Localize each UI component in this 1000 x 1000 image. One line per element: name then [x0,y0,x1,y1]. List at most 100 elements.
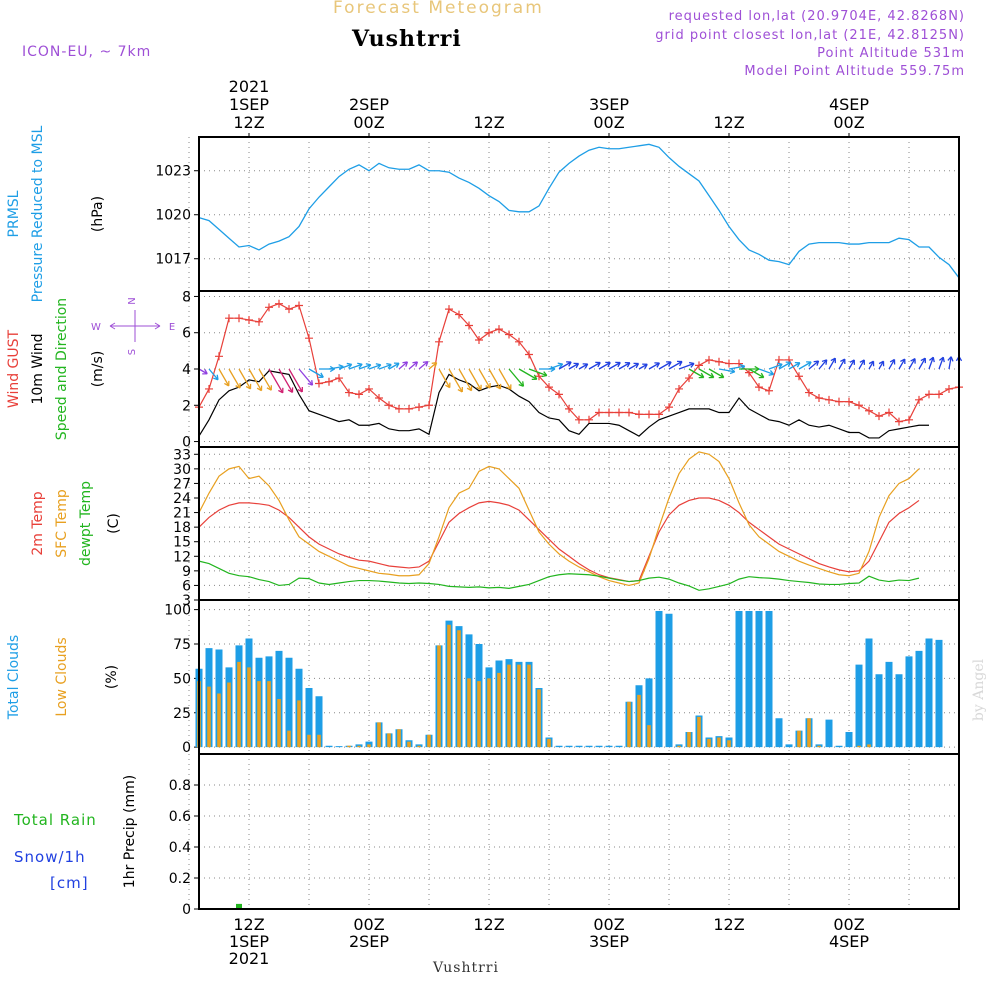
wind-arrow-head [375,363,382,370]
wind-direction-arrow [278,368,294,393]
time-label-top: 1SEP [229,95,269,114]
wind-direction-arrow [218,368,230,387]
total-cloud-bar [655,611,663,748]
gust-marker [235,314,243,323]
gust-marker [505,330,513,339]
credit-watermark: by Angel [971,658,987,721]
temperature-line-2m-temp [198,497,920,583]
wind-direction-arrow [608,361,621,370]
y-tick-label: 50 [173,671,191,687]
y-axis-label: SFC Temp [54,489,70,558]
wind-direction-arrow [568,362,579,370]
low-cloud-bar [817,745,821,748]
wind-direction-arrow [918,357,926,370]
wind-direction-arrow [758,368,774,375]
wind-arrow-head [900,358,906,365]
time-label-top: 3SEP [589,95,629,114]
gust-marker [275,299,283,308]
gust-marker [805,388,813,397]
gust-marker [535,372,543,381]
low-cloud-bar [367,744,371,748]
time-label-bottom: 00Z [593,915,624,934]
wind-arrow-head [365,363,372,370]
total-cloud-bar [595,745,603,748]
wind-arrow-head [357,362,363,369]
wind-arrow-head [708,372,715,379]
y-tick-label: 100 [164,603,191,619]
gust-marker [775,355,783,364]
y-tick-label: 3 [182,593,191,609]
low-cloud-bar [547,738,551,748]
gust-marker [705,355,713,364]
wind-speed-line [198,370,929,439]
wind-direction-arrow [858,359,865,370]
y-tick-label: 2 [182,398,191,414]
time-label-top: 00Z [353,113,384,132]
y-axis-label: 2m Temp [30,491,46,555]
total-cloud-bar [915,650,923,748]
total-cloud-bar [855,664,863,748]
low-cloud-bar [397,729,401,748]
gust-marker [245,316,253,325]
wind-direction-arrow [368,364,381,370]
wind-direction-arrow [258,368,272,391]
y-axis-label: 1hr Precip (mm) [122,775,138,888]
gust-marker [415,403,423,412]
total-cloud-bar [755,611,763,748]
low-cloud-bar [677,745,681,748]
wind-arrow-head [266,385,272,391]
wind-direction-arrow [498,368,512,390]
wind-direction-arrow [888,359,896,370]
wind-direction-arrow [428,362,438,370]
y-tick-label: 15 [173,535,191,551]
wind-arrow-head [256,385,263,392]
wind-direction-arrow [438,368,451,388]
wind-direction-arrow [208,368,219,381]
time-label-bottom: 12Z [233,915,264,934]
y-axis-label: Wind GUST [6,329,22,408]
wind-direction-arrow [378,363,392,370]
y-tick-label: 0.4 [169,840,191,856]
snow-unit: [cm] [50,874,89,892]
low-cloud-bar [527,664,531,748]
wind-arrow-head [624,362,631,368]
y-tick-label: 0 [182,740,191,756]
wind-direction-arrow [648,362,660,370]
y-tick-label: 24 [173,491,191,507]
temperature-line-sfc-temp [198,451,920,587]
time-label-top: 2021 [229,77,270,96]
gust-marker [915,395,923,404]
gust-marker [675,384,683,393]
wind-arrow-head [346,362,353,369]
y-axis-label: Speed and Direction [54,298,70,440]
wind-arrow-head [278,387,284,394]
total-cloud-bar [745,611,753,748]
wind-direction-arrow [418,361,429,370]
gust-marker [525,350,533,359]
wind-direction-arrow [928,357,934,370]
wind-direction-arrow [478,368,491,389]
wind-arrow-head [393,362,400,368]
wind-arrow-head [457,386,463,393]
wind-arrow-head [676,360,683,367]
y-tick-label: 8 [182,289,191,305]
total-cloud-bar [785,744,793,748]
total-cloud-bar [665,613,673,748]
wind-arrow-head [224,380,230,387]
y-tick-label: 27 [173,476,191,492]
wind-direction-arrow [908,358,916,370]
gust-marker [375,394,383,403]
y-tick-label: 33 [173,447,191,463]
gust-marker [585,415,593,424]
gust-marker [795,372,803,381]
wind-arrow-head [768,370,775,376]
wind-direction-arrow [708,368,725,379]
y-tick-label: 18 [173,520,191,536]
wind-direction-arrow [798,361,812,370]
gust-marker [645,410,653,419]
time-label-bottom: 4SEP [829,932,869,951]
wind-arrow-head [402,361,409,367]
precip-bar [236,903,242,909]
time-label-bottom: 00Z [353,915,384,934]
low-cloud-bar [687,732,691,748]
